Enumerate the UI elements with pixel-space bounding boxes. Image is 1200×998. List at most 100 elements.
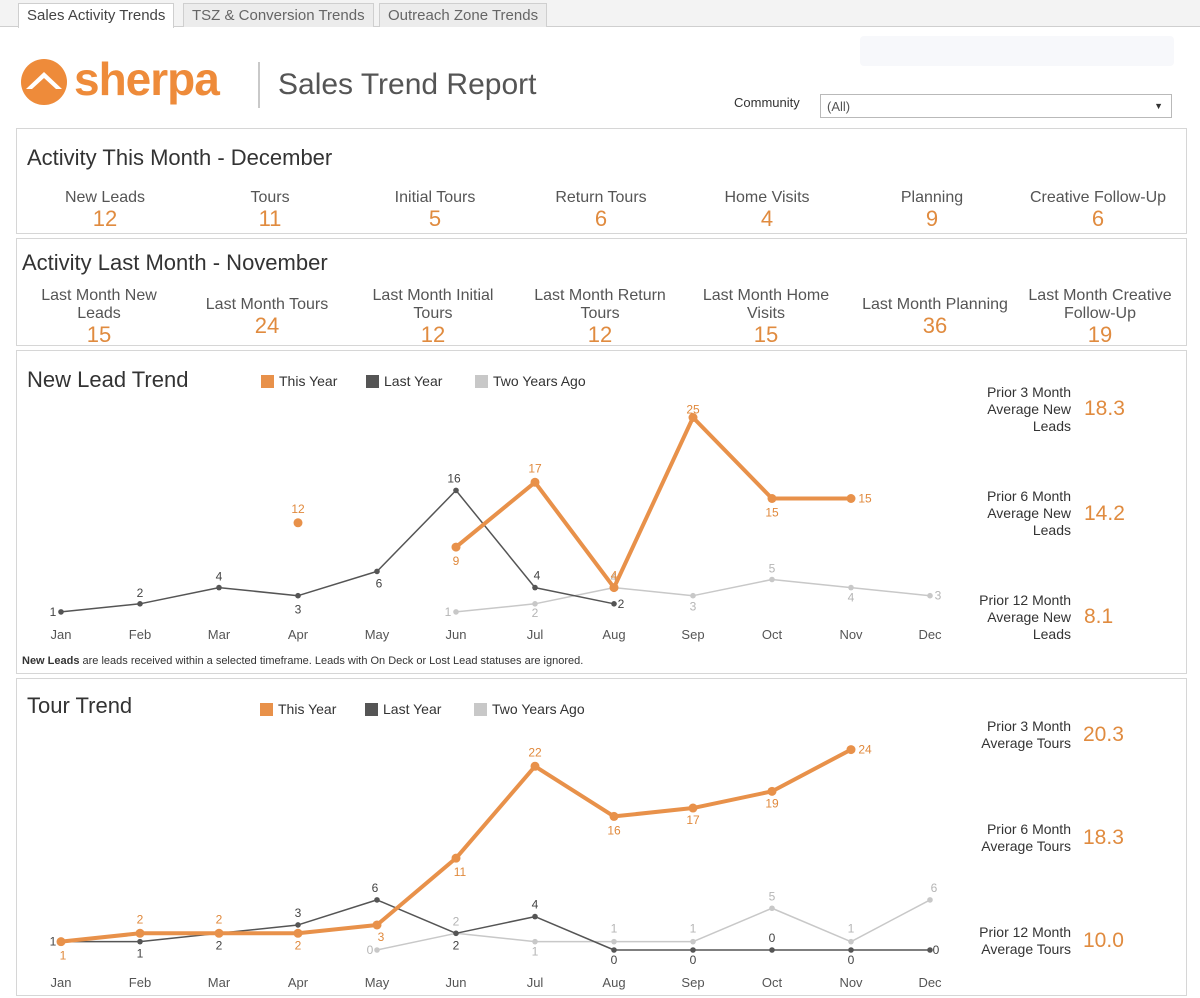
legend-label: Two Years Ago <box>492 701 585 717</box>
metric-label-line-1: Last Month Planning <box>862 296 1008 313</box>
title-divider <box>258 62 260 108</box>
tab-outreach-zone-trends[interactable]: Outreach Zone Trends <box>379 3 548 27</box>
metric-last-month-creative-follow-up: Last Month Creative Follow-Up 19 <box>1028 287 1171 347</box>
sherpa-mountain-icon <box>21 59 67 105</box>
legend-this-year[interactable]: This Year <box>261 373 337 389</box>
label-line: Prior 6 Month <box>986 488 1071 504</box>
metric-label: Creative Follow-Up <box>1029 189 1167 206</box>
metric-label-line-1: Last Month Tours <box>205 296 329 313</box>
new-leads-footnote: New Leads are leads received within a se… <box>22 655 583 667</box>
metric-tours: Tours 11 <box>250 189 289 231</box>
label-line: Leads <box>1032 418 1071 434</box>
label-line: Prior 12 Month <box>979 924 1071 940</box>
metric-label: Return Tours <box>555 189 647 206</box>
metric-value: 12 <box>420 322 446 347</box>
sherpa-logo: sherpa <box>20 53 260 112</box>
prior-3-month-average-tours-value: 20.3 <box>1083 723 1124 746</box>
metric-label-line-1: Last Month New <box>41 287 157 304</box>
metric-last-month-new-leads: Last Month New Leads 15 <box>41 287 157 347</box>
blurred-header-area <box>860 36 1174 66</box>
footnote-text: are leads received within a selected tim… <box>79 655 584 667</box>
metric-value: 36 <box>922 313 948 338</box>
metric-label-line-1: Last Month Initial <box>372 287 494 304</box>
legend-this-year[interactable]: This Year <box>260 701 336 717</box>
page-title: Sales Trend Report <box>278 68 537 101</box>
legend-label: Last Year <box>384 373 443 389</box>
metric-value: 9 <box>925 206 939 231</box>
tab-tsz-conversion-trends[interactable]: TSZ & Conversion Trends <box>183 3 374 27</box>
activity-this-month-panel: Activity This Month - December New Leads… <box>16 128 1187 234</box>
legend-swatch-this-year <box>260 703 273 716</box>
metric-new-leads: New Leads 12 <box>65 189 145 231</box>
tab-sales-activity-trends[interactable]: Sales Activity Trends <box>18 3 175 28</box>
label-line: Prior 3 Month <box>986 384 1071 400</box>
metric-label-line-2: Tours <box>413 305 453 322</box>
metric-value: 19 <box>1087 322 1113 347</box>
metric-initial-tours: Initial Tours 5 <box>395 189 476 231</box>
label-line: Leads <box>1032 522 1071 538</box>
legend-two-years-ago[interactable]: Two Years Ago <box>475 373 586 389</box>
label-line: Prior 12 Month <box>979 592 1071 608</box>
metric-label: Tours <box>250 189 290 206</box>
legend-swatch-last-year <box>366 375 379 388</box>
metric-value: 12 <box>92 206 118 231</box>
legend-label: Two Years Ago <box>493 373 586 389</box>
metric-label: Home Visits <box>724 189 810 206</box>
metric-label-line-2: Tours <box>580 305 620 322</box>
metric-label-line-1: Last Month Creative <box>1028 287 1172 304</box>
prior-6-month-average-value: 14.2 <box>1084 502 1125 525</box>
label-line: Average Tours <box>981 838 1071 854</box>
metric-creative-follow-up: Creative Follow-Up 6 <box>1030 189 1166 231</box>
tour-trend-panel: Tour Trend This Year Last Year Two Years… <box>16 678 1187 996</box>
tab-bar: Sales Activity Trends TSZ & Conversion T… <box>0 0 1200 28</box>
prior-3-month-average-tours-label: Prior 3 Month Average Tours <box>981 718 1071 752</box>
legend-label: Last Year <box>383 701 442 717</box>
metric-value: 6 <box>594 206 608 231</box>
metric-label-line-1: Last Month Home <box>702 287 830 304</box>
legend-swatch-two-years-ago <box>475 375 488 388</box>
metric-last-month-home-visits: Last Month Home Visits 15 <box>703 287 829 347</box>
legend-last-year[interactable]: Last Year <box>366 373 442 389</box>
last-month-title: Activity Last Month - November <box>22 250 328 275</box>
logo-wordmark: sherpa <box>74 53 220 105</box>
prior-12-month-average-tours-label: Prior 12 Month Average Tours <box>979 924 1071 958</box>
label-line: Average New <box>987 401 1071 417</box>
label-line: Leads <box>1032 626 1071 642</box>
metric-value: 24 <box>254 313 280 338</box>
footnote-term: New Leads <box>22 655 80 667</box>
metric-last-month-planning: Last Month Planning 36 <box>862 296 1008 338</box>
metric-label: Planning <box>900 189 964 206</box>
new-lead-trend-title: New Lead Trend <box>27 367 189 392</box>
label-line: Prior 6 Month <box>986 821 1071 837</box>
metric-planning: Planning 9 <box>901 189 963 231</box>
legend-swatch-last-year <box>365 703 378 716</box>
label-line: Prior 3 Month <box>986 718 1071 734</box>
community-filter-value: (All) <box>827 99 851 114</box>
metric-value: 15 <box>86 322 112 347</box>
prior-6-month-average-label: Prior 6 Month Average New Leads <box>987 488 1071 539</box>
tour-trend-title: Tour Trend <box>27 693 133 718</box>
legend-label: This Year <box>279 373 338 389</box>
activity-last-month-panel: Activity Last Month - November Last Mont… <box>16 238 1187 347</box>
metric-value: 6 <box>1091 206 1105 231</box>
new-lead-trend-panel: New Lead Trend This Year Last Year Two Y… <box>16 350 1187 674</box>
label-line: Average New <box>987 505 1071 521</box>
prior-12-month-average-tours-value: 10.0 <box>1083 929 1124 952</box>
metric-value: 11 <box>258 206 282 231</box>
prior-12-month-average-value: 8.1 <box>1084 605 1114 628</box>
metric-value: 15 <box>753 322 779 347</box>
metric-label-line-2: Leads <box>77 305 121 322</box>
legend-swatch-this-year <box>261 375 274 388</box>
community-filter-dropdown[interactable]: (All) ▼ <box>820 94 1172 118</box>
metric-label-line-2: Visits <box>747 305 785 322</box>
this-month-title: Activity This Month - December <box>27 145 333 170</box>
community-filter-label: Community <box>734 95 800 110</box>
metric-value: 12 <box>587 322 613 347</box>
legend-last-year[interactable]: Last Year <box>365 701 441 717</box>
metric-value: 4 <box>760 206 774 231</box>
metric-label: New Leads <box>64 189 146 206</box>
prior-3-month-average-value: 18.3 <box>1084 397 1125 420</box>
prior-3-month-average-label: Prior 3 Month Average New Leads <box>987 384 1071 435</box>
legend-two-years-ago[interactable]: Two Years Ago <box>474 701 585 717</box>
label-line: Average Tours <box>981 941 1071 957</box>
